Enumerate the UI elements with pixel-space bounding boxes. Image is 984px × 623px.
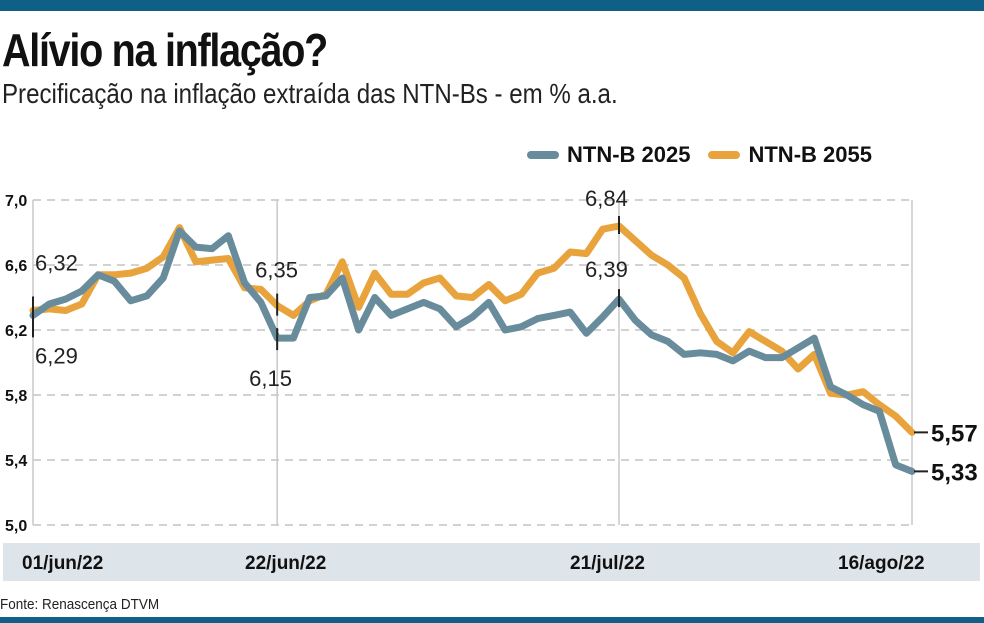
annotation-label: 6,84 (585, 186, 628, 211)
top-brand-bar (0, 0, 984, 11)
legend-item-2025: NTN-B 2025 (527, 142, 690, 168)
x-tick-label: 21/jul/22 (570, 553, 645, 574)
end-value-label: 5,33 (931, 459, 978, 486)
series-line-ntn-b-2055 (29, 222, 916, 436)
annotations: 6,32 6,29 6,35 6,15 6,84 6,39 5,57 5,33 (32, 186, 978, 486)
y-tick-label: 5,4 (5, 453, 27, 470)
chart-title: Alívio na inflação? (2, 24, 328, 76)
legend-swatch-2055 (708, 151, 741, 159)
annotation-label: 6,29 (35, 343, 78, 368)
source-note: Fonte: Renascença DTVM (0, 596, 160, 613)
series-line-ntn-b-2025 (29, 227, 916, 475)
x-axis-band (3, 543, 980, 581)
x-tick-label: 01/jun/22 (22, 553, 103, 574)
y-tick-label: 5,8 (5, 388, 27, 405)
x-tick-label: 16/ago/22 (838, 553, 925, 574)
bottom-brand-bar (0, 617, 984, 623)
y-tick-label: 5,0 (5, 518, 27, 535)
y-tick-label: 6,2 (5, 323, 27, 340)
y-tick-label: 6,6 (5, 258, 27, 275)
date-markers (276, 200, 620, 525)
legend-label-2025: NTN-B 2025 (567, 142, 691, 167)
annotation-label: 6,39 (585, 257, 628, 282)
y-tick-label: 7,0 (5, 193, 27, 210)
annotation-label: 6,32 (35, 251, 78, 276)
grid (32, 199, 913, 526)
series-lines (29, 222, 916, 475)
x-tick-label: 22/jun/22 (245, 553, 326, 574)
annotation-label: 6,15 (249, 366, 292, 391)
annotation-label: 6,35 (255, 258, 298, 283)
chart-subtitle: Precificação na inflação extraída das NT… (2, 78, 618, 109)
legend-swatch-2025 (527, 151, 559, 159)
end-value-label: 5,57 (931, 420, 978, 447)
y-axis-ticks: 5,0 5,4 5,8 6,2 6,6 7,0 (5, 193, 27, 535)
x-axis-ticks: 01/jun/22 22/jun/22 21/jul/22 16/ago/22 (22, 553, 925, 574)
legend-label-2055: NTN-B 2055 (748, 142, 872, 167)
legend-item-2055: NTN-B 2055 (708, 142, 872, 168)
legend: NTN-B 2025 NTN-B 2055 (527, 142, 890, 168)
